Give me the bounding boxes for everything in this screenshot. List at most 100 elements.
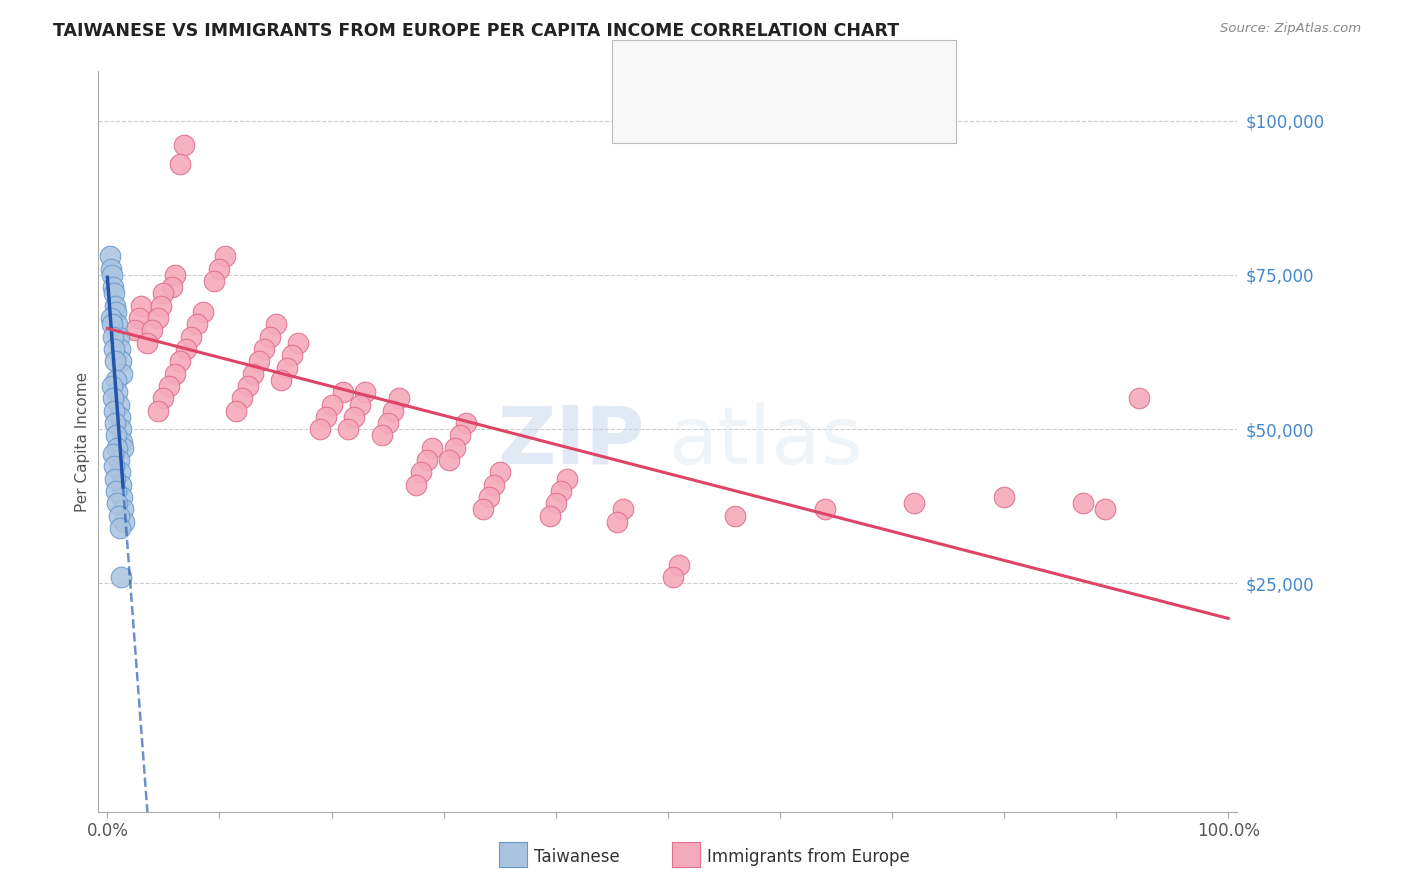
Point <box>110 354 132 368</box>
Point <box>112 502 135 516</box>
Point <box>405 477 427 491</box>
Point <box>202 274 225 288</box>
Point <box>141 324 163 338</box>
Point <box>612 502 634 516</box>
Point <box>98 250 121 264</box>
Point <box>108 342 131 356</box>
Point <box>180 329 202 343</box>
Point <box>1128 392 1150 406</box>
Point <box>724 508 747 523</box>
Point <box>107 508 129 523</box>
Point <box>101 392 124 406</box>
Point <box>108 521 131 535</box>
Point <box>264 318 287 332</box>
Point <box>377 416 399 430</box>
Point <box>444 441 467 455</box>
Point <box>349 398 371 412</box>
Point <box>903 496 925 510</box>
Point <box>135 335 157 350</box>
Point <box>105 483 128 498</box>
Point <box>439 453 461 467</box>
Point <box>152 392 174 406</box>
Point <box>107 441 129 455</box>
Point <box>101 447 124 461</box>
Point <box>606 515 628 529</box>
Point <box>337 422 360 436</box>
Point <box>411 466 433 480</box>
Point <box>150 299 173 313</box>
Point <box>111 367 134 381</box>
Point <box>157 379 180 393</box>
Point <box>169 157 191 171</box>
Point <box>354 385 377 400</box>
Point <box>107 398 129 412</box>
Point <box>152 286 174 301</box>
Text: atlas: atlas <box>668 402 862 481</box>
Point <box>276 360 298 375</box>
Point <box>112 441 135 455</box>
Point <box>100 311 122 326</box>
Point <box>416 453 439 467</box>
Text: -0.330: -0.330 <box>703 65 768 83</box>
Point <box>343 409 366 424</box>
Point <box>105 428 128 442</box>
Point <box>107 453 129 467</box>
Point <box>371 428 394 442</box>
Point <box>422 441 444 455</box>
Point <box>174 342 197 356</box>
Point <box>287 335 309 350</box>
Point <box>186 318 208 332</box>
Point <box>103 403 125 417</box>
Point <box>111 490 134 504</box>
Point <box>163 367 186 381</box>
Point <box>544 496 567 510</box>
Point <box>146 311 169 326</box>
Point <box>191 305 214 319</box>
Point <box>103 459 125 474</box>
Point <box>454 416 477 430</box>
Point <box>231 392 253 406</box>
Text: N =: N = <box>787 107 827 125</box>
Text: N =: N = <box>787 65 827 83</box>
Point <box>259 329 281 343</box>
Point <box>101 318 124 332</box>
Point <box>1094 502 1116 516</box>
Text: 75: 75 <box>823 107 848 125</box>
Point <box>253 342 276 356</box>
Point <box>108 409 131 424</box>
Point <box>105 373 128 387</box>
Point <box>482 477 505 491</box>
Point <box>471 502 494 516</box>
Point <box>107 496 129 510</box>
Point <box>270 373 292 387</box>
Point <box>163 268 186 282</box>
Point <box>107 329 129 343</box>
Point <box>208 261 231 276</box>
Point <box>236 379 259 393</box>
Text: -0.254: -0.254 <box>703 107 768 125</box>
Point <box>382 403 405 417</box>
Point <box>668 558 690 572</box>
Point <box>247 354 270 368</box>
Point <box>111 434 134 449</box>
Point <box>555 471 578 485</box>
Point <box>550 483 572 498</box>
Point <box>146 403 169 417</box>
Point <box>101 268 124 282</box>
Point <box>108 466 131 480</box>
Point <box>107 385 129 400</box>
Point <box>388 392 411 406</box>
Text: Immigrants from Europe: Immigrants from Europe <box>707 848 910 866</box>
Text: TAIWANESE VS IMMIGRANTS FROM EUROPE PER CAPITA INCOME CORRELATION CHART: TAIWANESE VS IMMIGRANTS FROM EUROPE PER … <box>53 22 900 40</box>
Point <box>281 348 304 362</box>
Point <box>104 416 127 430</box>
Text: Source: ZipAtlas.com: Source: ZipAtlas.com <box>1220 22 1361 36</box>
Point <box>538 508 561 523</box>
Point <box>124 324 146 338</box>
Text: Taiwanese: Taiwanese <box>534 848 620 866</box>
Point <box>814 502 837 516</box>
Point <box>662 570 685 584</box>
Point <box>101 280 124 294</box>
Point <box>128 311 150 326</box>
Point <box>214 250 236 264</box>
